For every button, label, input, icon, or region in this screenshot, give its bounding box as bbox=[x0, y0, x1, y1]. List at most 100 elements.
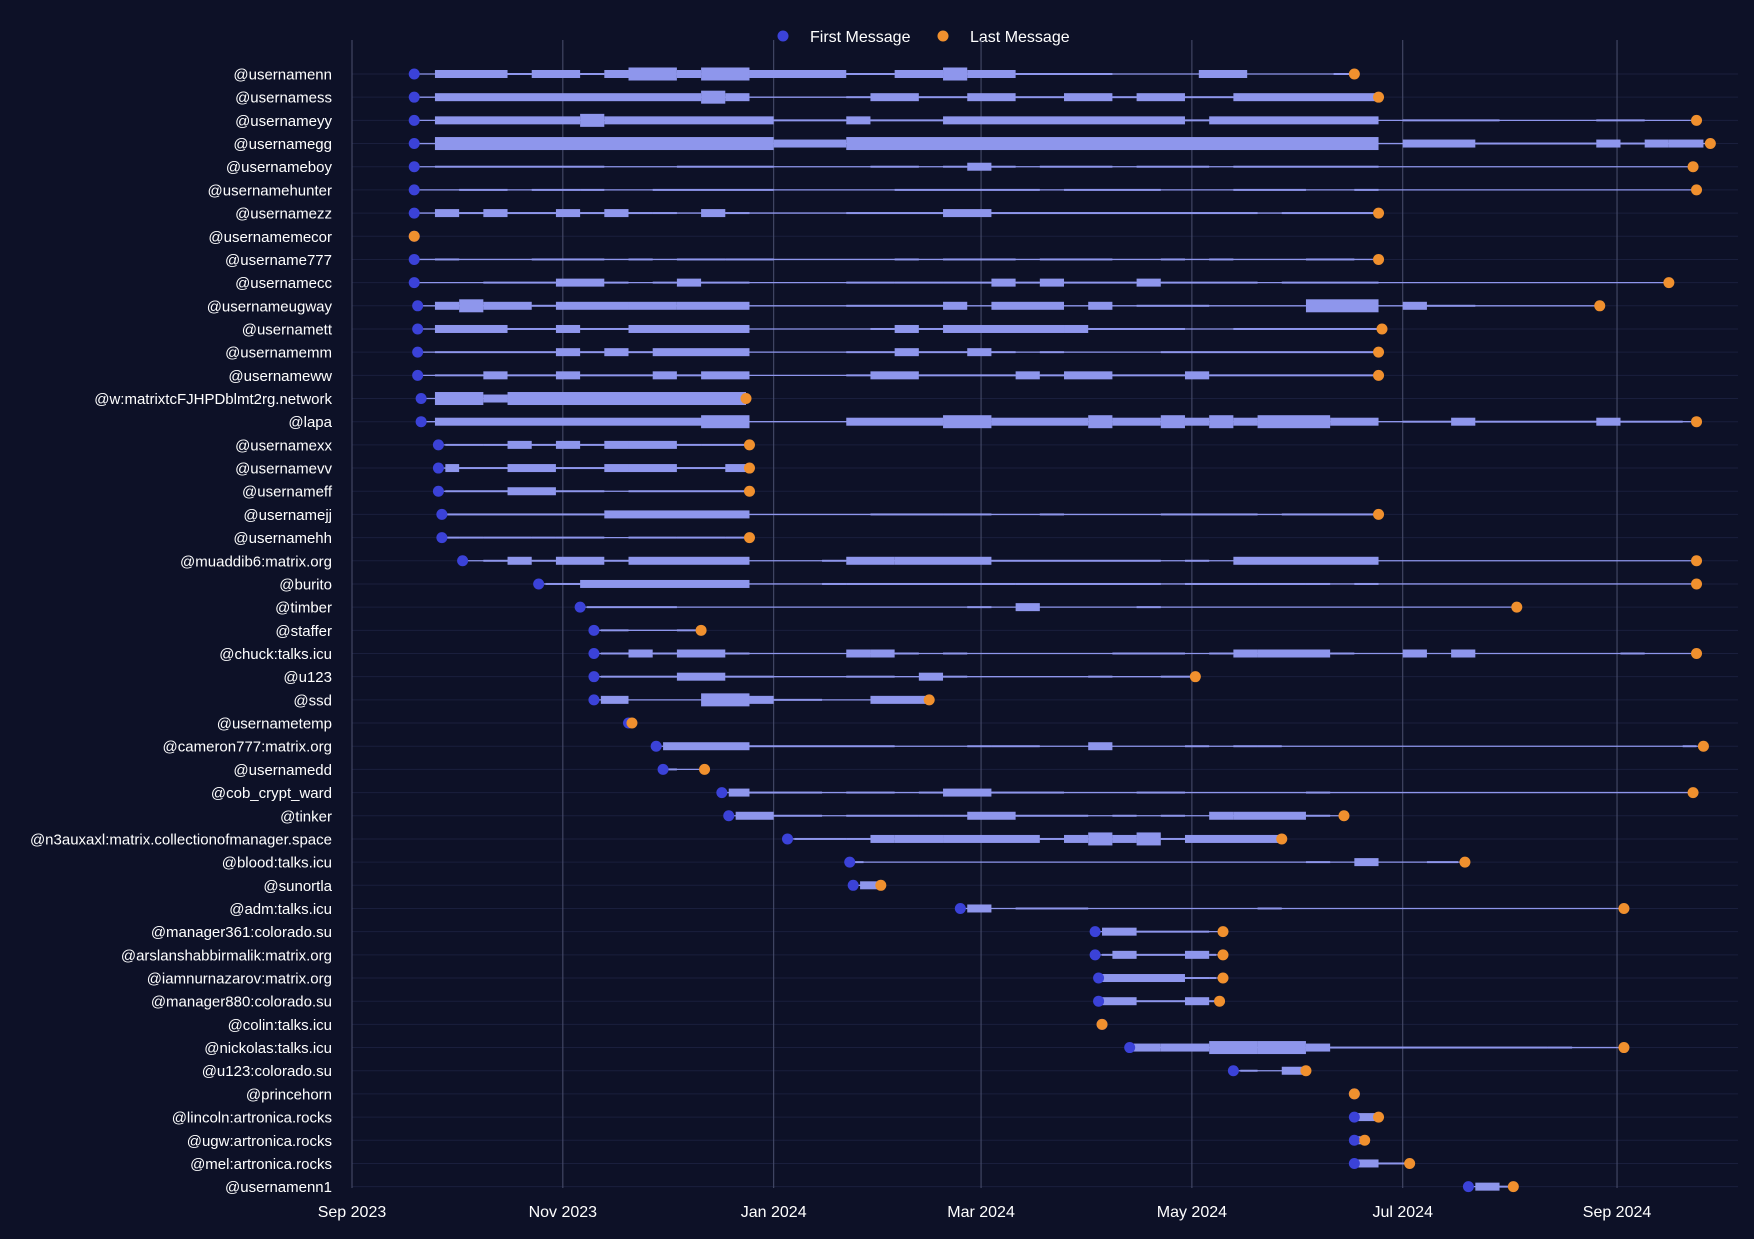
activity-segment bbox=[1233, 327, 1379, 330]
activity-segment bbox=[628, 324, 750, 333]
activity-segment bbox=[1136, 953, 1185, 956]
activity-segment bbox=[1305, 861, 1331, 864]
activity-segment bbox=[967, 70, 1016, 78]
activity-segment bbox=[1088, 327, 1185, 330]
activity-segment bbox=[1209, 811, 1234, 820]
activity-segment bbox=[580, 212, 605, 215]
activity-segment bbox=[555, 536, 605, 539]
user-label: @n3auxaxl:matrix.collectionofmanager.spa… bbox=[30, 831, 332, 848]
activity-segment bbox=[1064, 93, 1113, 102]
user-label: @princehorn bbox=[246, 1086, 332, 1103]
activity-segment bbox=[943, 324, 1065, 333]
activity-segment bbox=[555, 209, 581, 218]
activity-segment bbox=[580, 351, 605, 354]
activity-segment bbox=[1136, 930, 1185, 933]
activity-segment bbox=[1015, 371, 1040, 380]
first-message-marker bbox=[533, 578, 545, 590]
activity-segment bbox=[1039, 165, 1113, 168]
first-message-marker bbox=[408, 114, 420, 126]
activity-segment bbox=[628, 351, 653, 354]
activity-segment bbox=[943, 513, 992, 516]
first-message-marker bbox=[432, 462, 444, 474]
activity-segment bbox=[991, 351, 1016, 354]
activity-segment bbox=[507, 487, 556, 496]
activity-segment bbox=[628, 536, 677, 539]
legend: First Message Last Message bbox=[777, 29, 1070, 46]
activity-segment bbox=[628, 649, 653, 658]
activity-segment bbox=[604, 510, 750, 519]
activity-segment bbox=[434, 417, 750, 426]
activity-segment bbox=[846, 351, 895, 354]
first-message-marker bbox=[723, 810, 735, 822]
activity-segment bbox=[1330, 417, 1379, 426]
activity-segment bbox=[894, 324, 919, 333]
activity-segment bbox=[1039, 258, 1113, 261]
user-label: @usernameyy bbox=[235, 113, 332, 130]
activity-segment bbox=[545, 582, 581, 585]
first-message-marker bbox=[1227, 1065, 1239, 1077]
activity-segment bbox=[1305, 1043, 1331, 1052]
last-message-marker bbox=[1618, 902, 1630, 914]
activity-segment bbox=[991, 791, 1065, 794]
last-message-marker bbox=[1217, 926, 1229, 938]
user-label: @usernamezz bbox=[235, 206, 332, 223]
activity-segment bbox=[1064, 281, 1137, 284]
activity-segment bbox=[894, 834, 944, 843]
activity-segment bbox=[1330, 652, 1355, 655]
activity-segment bbox=[1184, 977, 1210, 980]
activity-segment bbox=[1184, 997, 1210, 1006]
first-message-marker bbox=[844, 856, 856, 868]
activity-segment bbox=[725, 675, 774, 678]
activity-segment bbox=[701, 281, 750, 284]
activity-segment bbox=[943, 67, 968, 81]
activity-segment bbox=[701, 90, 726, 104]
first-message-marker bbox=[1462, 1181, 1474, 1193]
activity-segment bbox=[918, 351, 968, 354]
first-message-marker bbox=[408, 91, 420, 103]
activity-segment bbox=[1136, 165, 1210, 168]
activity-segment bbox=[1184, 950, 1210, 959]
last-message-marker bbox=[1459, 856, 1471, 868]
activity-segment bbox=[918, 327, 944, 330]
activity-segment bbox=[846, 837, 871, 840]
activity-segment bbox=[604, 116, 774, 125]
activity-segment bbox=[773, 698, 823, 701]
activity-segment bbox=[1209, 1041, 1258, 1055]
activity-segment bbox=[1112, 417, 1161, 426]
activity-segment bbox=[1233, 93, 1379, 102]
activity-segment bbox=[1257, 907, 1282, 910]
activity-segment bbox=[1102, 927, 1137, 936]
activity-segment bbox=[483, 394, 508, 403]
last-message-marker bbox=[1373, 369, 1385, 381]
activity-segment bbox=[1015, 907, 1089, 910]
activity-segment bbox=[1620, 420, 1683, 423]
user-label: @usernameboy bbox=[226, 159, 333, 176]
activity-segment bbox=[434, 351, 556, 354]
activity-segment bbox=[1354, 582, 1379, 585]
activity-segment bbox=[434, 374, 484, 377]
activity-segment bbox=[652, 212, 677, 215]
activity-segment bbox=[555, 556, 605, 565]
activity-segment bbox=[1184, 96, 1234, 99]
user-label: @cameron777:matrix.org bbox=[163, 739, 332, 756]
activity-segment bbox=[728, 788, 750, 797]
activity-segment bbox=[531, 258, 605, 261]
activity-segment bbox=[652, 371, 677, 380]
x-tick-label: May 2024 bbox=[1157, 1204, 1227, 1221]
activity-segment bbox=[794, 837, 847, 840]
x-tick-label: Jan 2024 bbox=[741, 1204, 807, 1221]
last-message-marker bbox=[699, 763, 711, 775]
activity-segment bbox=[943, 834, 1040, 843]
activity-segment bbox=[1015, 96, 1065, 99]
activity-segment bbox=[967, 904, 992, 913]
last-message-marker bbox=[695, 624, 707, 636]
activity-segment bbox=[1160, 1043, 1210, 1052]
first-message-marker bbox=[408, 207, 420, 219]
activity-segment bbox=[483, 209, 508, 218]
legend-last-label: Last Message bbox=[970, 29, 1070, 46]
activity-segment bbox=[1160, 258, 1185, 261]
activity-segment bbox=[1136, 304, 1210, 307]
activity-segment bbox=[445, 490, 508, 493]
activity-segment bbox=[967, 606, 992, 609]
activity-segment bbox=[943, 814, 968, 817]
